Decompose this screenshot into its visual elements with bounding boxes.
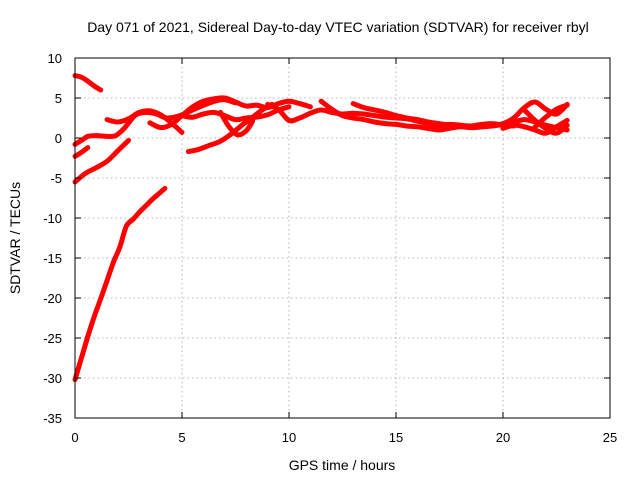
- y-axis-label: SDTVAR / TECUs: [7, 182, 23, 294]
- y-tick-labels: -35 -30 -25 -20 -15 -10 -5 0 5 10: [43, 51, 62, 426]
- y-tick-label: 10: [48, 51, 62, 66]
- series-line-arc-4: [72, 137, 131, 185]
- series-group: [72, 73, 570, 383]
- x-tick-label: 15: [389, 430, 403, 445]
- series-line-arc-7: [147, 95, 313, 131]
- y-tick-label: -10: [43, 211, 62, 226]
- y-tick-label: -30: [43, 371, 62, 386]
- y-tick-label: -15: [43, 251, 62, 266]
- axis-ticks: [74, 57, 611, 419]
- y-tick-label: -35: [43, 411, 62, 426]
- series-line-arc-5: [72, 185, 168, 383]
- y-tick-label: -25: [43, 331, 62, 346]
- x-tick-labels: 0 5 10 15 20 25: [71, 430, 617, 445]
- series-line-arc-13: [350, 101, 570, 133]
- series-line-arc-14: [500, 117, 570, 136]
- x-tick-label: 10: [282, 430, 296, 445]
- series-line-arc-15: [521, 107, 570, 136]
- plot-frame: [74, 57, 611, 419]
- series-line-arc-8: [179, 104, 292, 123]
- series-line-arc-10: [218, 109, 256, 138]
- x-tick-label: 5: [178, 430, 185, 445]
- chart-title: Day 071 of 2021, Sidereal Day-to-day VTE…: [87, 19, 589, 35]
- y-tick-label: 0: [55, 131, 62, 146]
- y-tick-label: -5: [50, 171, 62, 186]
- grid-lines: [75, 58, 610, 418]
- x-tick-label: 25: [603, 430, 617, 445]
- series-line-arc-3: [72, 145, 91, 159]
- series-line-arc-9: [185, 101, 275, 155]
- x-tick-label: 0: [71, 430, 78, 445]
- x-axis-label: GPS time / hours: [289, 457, 396, 473]
- series-line-arc-16: [532, 102, 570, 130]
- series-line-arc-12: [318, 98, 570, 133]
- y-tick-label: -20: [43, 291, 62, 306]
- x-tick-label: 20: [496, 430, 510, 445]
- y-tick-label: 5: [55, 91, 62, 106]
- series-line-arc-1: [72, 73, 104, 93]
